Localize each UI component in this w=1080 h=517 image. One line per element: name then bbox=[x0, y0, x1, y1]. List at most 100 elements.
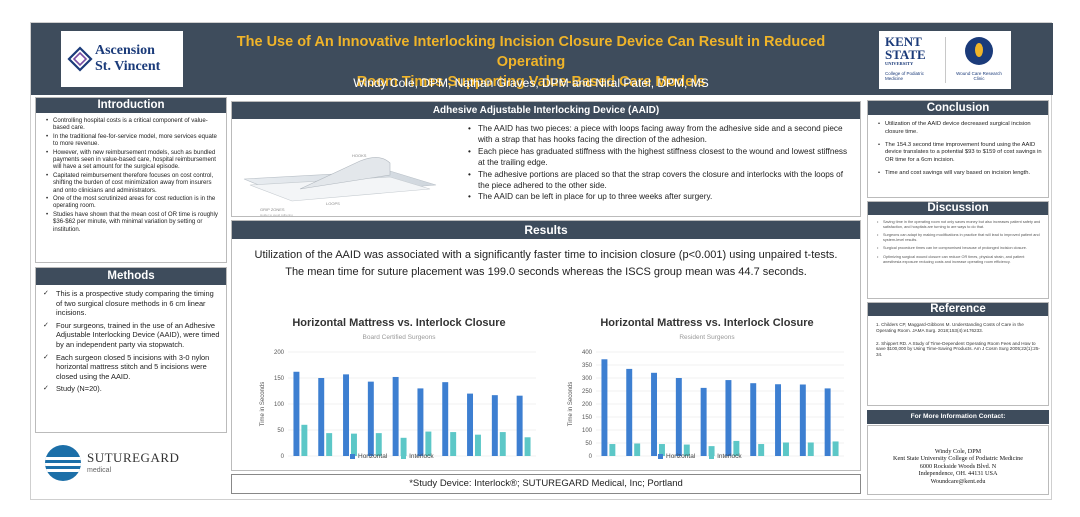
bar-interlock bbox=[708, 446, 715, 456]
contact-email[interactable]: Woundcare@kent.edu bbox=[930, 477, 986, 485]
bar-interlock bbox=[400, 437, 407, 456]
chart-title: Horizontal Mattress vs. Interlock Closur… bbox=[600, 317, 814, 329]
poster-header: Ascension St. Vincent The Use of An Inno… bbox=[31, 23, 1053, 95]
img-label-grip-sub: Holder to avoid Adhering bbox=[260, 213, 293, 217]
bar-horizontal bbox=[467, 393, 474, 456]
bar-horizontal bbox=[700, 387, 707, 456]
ascension-name: Ascension St. Vincent bbox=[95, 43, 160, 75]
list-item: The AAID can be left in place for up to … bbox=[464, 191, 854, 203]
bar-horizontal bbox=[750, 383, 757, 456]
poster: Ascension St. Vincent The Use of An Inno… bbox=[30, 22, 1053, 500]
bar-interlock bbox=[450, 432, 457, 456]
kent-college: College of Podiatric Medicine bbox=[885, 71, 925, 81]
conclusion-heading: Conclusion bbox=[868, 101, 1048, 115]
legend-interlock: Interlock bbox=[409, 453, 434, 460]
y-tick-label: 300 bbox=[582, 376, 593, 382]
legend-swatch-interlock bbox=[401, 453, 407, 459]
y-tick-label: 100 bbox=[582, 428, 593, 434]
contact-line: Windy Cole, DPM bbox=[934, 448, 982, 455]
results-text: Utilization of the AAID was associated w… bbox=[254, 249, 838, 278]
conclusion-panel: Conclusion Utilization of the AAID devic… bbox=[867, 100, 1049, 198]
bar-chart-board: 0 50 100 150 200 Time in Seconds bbox=[260, 350, 536, 460]
list-item: The AAID has two pieces: a piece with lo… bbox=[464, 123, 854, 146]
y-tick-label: 150 bbox=[274, 376, 285, 382]
bar-horizontal bbox=[651, 372, 658, 456]
bar-interlock bbox=[832, 441, 839, 456]
list-item: The 154.3 second time improvement found … bbox=[878, 142, 1042, 165]
img-label-loops: LOOPS bbox=[326, 201, 340, 206]
discussion-heading: Discussion bbox=[868, 202, 1048, 215]
y-tick-label: 150 bbox=[582, 415, 593, 421]
suturegard-wave-icon bbox=[45, 445, 81, 481]
bar-horizontal bbox=[799, 384, 806, 456]
bar-interlock bbox=[524, 437, 531, 456]
bar-interlock bbox=[758, 444, 765, 456]
list-item: Optimizing surgical wound closure can re… bbox=[877, 255, 1043, 264]
reference-panel: Reference 1. Childers CP, Maggard-Gibbon… bbox=[867, 302, 1049, 406]
y-tick-label: 200 bbox=[274, 350, 285, 356]
discussion-panel: Discussion Saving time in the operating … bbox=[867, 201, 1049, 299]
list-item: This is a prospective study comparing th… bbox=[42, 289, 220, 318]
bar-horizontal bbox=[491, 395, 498, 456]
bar-interlock bbox=[634, 443, 641, 456]
bar-interlock bbox=[782, 442, 789, 456]
ascension-cross-icon bbox=[67, 46, 93, 72]
aaid-device-image: HOOKS LOOPS GRIP ZONES Holder to avoid A… bbox=[243, 153, 437, 217]
legend-swatch-interlock bbox=[709, 453, 715, 459]
bar-interlock bbox=[499, 432, 506, 456]
chart-subtitle: Resident Surgeons bbox=[679, 334, 735, 341]
bar-interlock bbox=[474, 434, 481, 456]
list-item: Controlling hospital costs is a critical… bbox=[46, 117, 220, 132]
y-axis-label: Time in Seconds bbox=[568, 382, 574, 426]
y-tick-label: 50 bbox=[585, 441, 592, 447]
aaid-panel: Adhesive Adjustable Interlocking Device … bbox=[231, 101, 861, 217]
y-tick-label: 400 bbox=[582, 350, 593, 356]
list-item: Capitated reimbursement therefore focuse… bbox=[46, 172, 220, 194]
contact-panel: Windy Cole, DPM Kent State University Co… bbox=[867, 425, 1049, 495]
bar-horizontal bbox=[392, 376, 399, 456]
bar-horizontal bbox=[367, 381, 374, 456]
contact-line: Independence, OH. 44131 USA bbox=[918, 470, 998, 478]
bar-horizontal bbox=[824, 388, 831, 456]
legend-horizontal: Horizontal bbox=[666, 453, 696, 460]
chart-board-certified: Horizontal Mattress vs. Interlock Closur… bbox=[254, 317, 544, 467]
bar-horizontal bbox=[442, 382, 449, 456]
conclusion-list: Utilization of the AAID device decreased… bbox=[868, 115, 1048, 181]
list-item: Study (N=20). bbox=[42, 384, 220, 394]
logo-divider bbox=[945, 37, 946, 83]
title-line-2: Room Times Supporting Value-Based Care M… bbox=[356, 74, 706, 90]
bar-interlock bbox=[609, 444, 616, 456]
bar-horizontal bbox=[775, 384, 782, 456]
img-label-hooks: HOOKS bbox=[352, 153, 367, 158]
bar-interlock bbox=[733, 440, 740, 456]
methods-heading: Methods bbox=[36, 268, 226, 285]
ascension-logo: Ascension St. Vincent bbox=[61, 31, 183, 87]
chart-resident: Horizontal Mattress vs. Interlock Closur… bbox=[562, 317, 852, 467]
results-heading: Results bbox=[232, 221, 860, 239]
discussion-list: Saving time in the operating room not on… bbox=[868, 215, 1048, 264]
y-tick-label: 50 bbox=[277, 428, 284, 434]
list-item: In the traditional fee-for-service model… bbox=[46, 133, 220, 148]
reference-item: 1. Childers CP, Maggard-Gibbons M. Under… bbox=[876, 322, 1024, 333]
kent-line-2: STATE bbox=[885, 47, 926, 62]
introduction-list: Controlling hospital costs is a critical… bbox=[36, 113, 226, 236]
introduction-heading: Introduction bbox=[36, 98, 226, 113]
suturegard-logo: SUTUREGARD medical bbox=[43, 443, 199, 489]
logo-line-1: Ascension bbox=[95, 43, 155, 58]
list-item: Surgical procedure times can be compromi… bbox=[877, 246, 1043, 251]
list-item: Each piece has graduated stiffness with … bbox=[464, 146, 854, 169]
logo-line-2: St. Vincent bbox=[95, 59, 161, 74]
bar-interlock bbox=[425, 431, 432, 456]
reference-list: 1. Childers CP, Maggard-Gibbons M. Under… bbox=[868, 316, 1048, 358]
bar-interlock bbox=[350, 433, 357, 456]
y-tick-label: 350 bbox=[582, 363, 593, 369]
legend-swatch-horizontal bbox=[350, 453, 355, 459]
kent-line-1: KENT bbox=[885, 34, 922, 49]
sponsor-sub: medical bbox=[87, 467, 112, 474]
chart-subtitle: Board Certified Surgeons bbox=[362, 334, 436, 341]
title-line-1: The Use of An Innovative Interlocking In… bbox=[236, 34, 826, 70]
list-item: Utilization of the AAID device decreased… bbox=[878, 121, 1042, 137]
study-device-note: *Study Device: Interlock®; SUTUREGARD Me… bbox=[231, 474, 861, 494]
chart-title: Horizontal Mattress vs. Interlock Closur… bbox=[292, 317, 506, 329]
list-item: Each surgeon closed 5 incisions with 3-0… bbox=[42, 353, 220, 382]
